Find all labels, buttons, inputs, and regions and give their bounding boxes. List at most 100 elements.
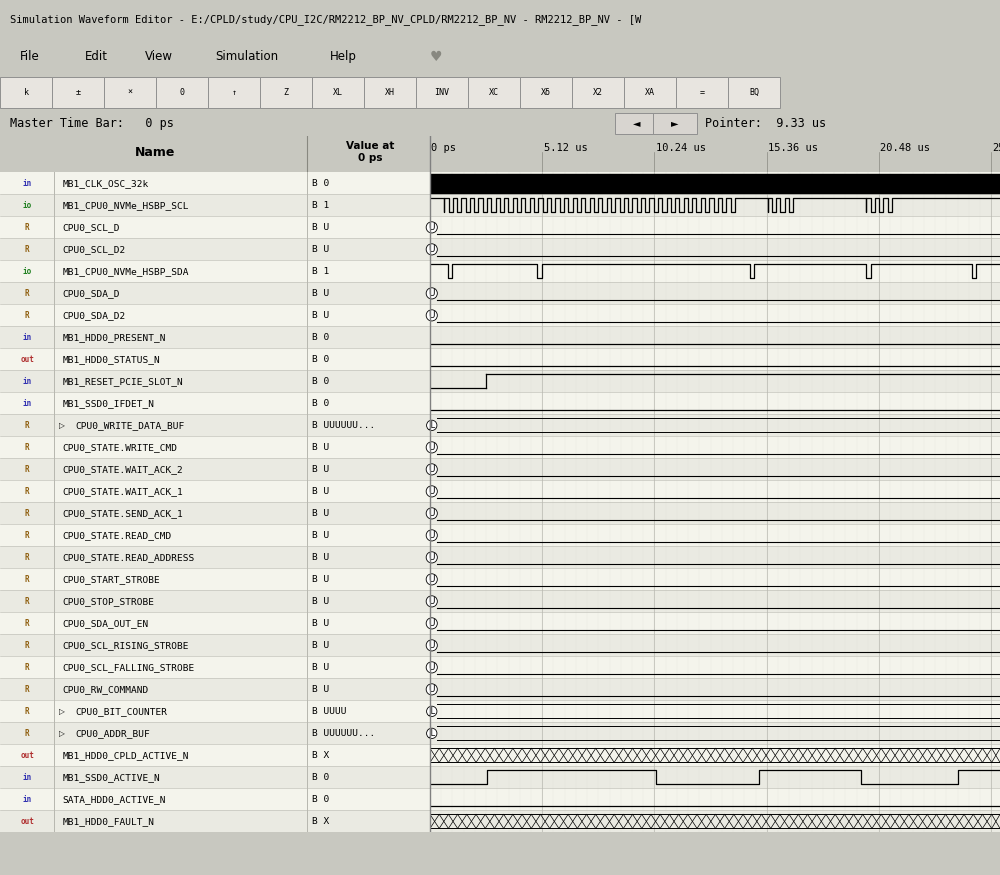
Text: B U: B U [312, 289, 329, 298]
Text: R: R [25, 223, 29, 232]
FancyBboxPatch shape [676, 77, 728, 108]
Text: out: out [20, 751, 34, 760]
Text: B U: B U [312, 640, 329, 650]
Text: U: U [429, 223, 435, 232]
Text: R: R [25, 443, 29, 452]
Bar [430, 634, 1000, 656]
Bar [430, 370, 1000, 392]
Text: CPU0_SDA_D2: CPU0_SDA_D2 [62, 311, 126, 320]
Bar [430, 392, 1000, 415]
Text: U: U [429, 509, 435, 518]
Text: R: R [25, 509, 29, 518]
Bar [430, 546, 1000, 569]
Text: CPU0_WRITE_DATA_BUF: CPU0_WRITE_DATA_BUF [75, 421, 184, 430]
Text: R: R [25, 421, 29, 430]
Text: Help: Help [330, 51, 357, 63]
Bar [430, 304, 1000, 326]
Bar [430, 723, 1000, 745]
Text: B U: B U [312, 531, 329, 540]
Text: CPU0_STOP_STROBE: CPU0_STOP_STROBE [62, 597, 154, 605]
Text: B X: B X [312, 751, 329, 760]
FancyBboxPatch shape [653, 113, 697, 134]
Text: MB1_SSD0_ACTIVE_N: MB1_SSD0_ACTIVE_N [62, 773, 160, 782]
FancyBboxPatch shape [52, 77, 104, 108]
Text: B U: B U [312, 223, 329, 232]
Bar [430, 700, 1000, 723]
FancyBboxPatch shape [728, 77, 780, 108]
Text: Edit: Edit [85, 51, 108, 63]
Text: R: R [25, 729, 29, 738]
Text: MB1_HDD0_PRESENT_N: MB1_HDD0_PRESENT_N [62, 332, 166, 342]
Text: JL: JL [428, 729, 435, 738]
Text: U: U [429, 311, 435, 320]
Text: B 0: B 0 [312, 377, 329, 386]
Bar [0, 591, 430, 612]
Text: View: View [145, 51, 173, 63]
Text: R: R [25, 553, 29, 562]
Text: B 1: B 1 [312, 201, 329, 210]
Text: Simulation Waveform Editor - E:/CPLD/study/CPU_I2C/RM2212_BP_NV_CPLD/RM2212_BP_N: Simulation Waveform Editor - E:/CPLD/stu… [10, 14, 641, 25]
Text: MB1_HDD0_STATUS_N: MB1_HDD0_STATUS_N [62, 355, 160, 364]
Text: in: in [22, 178, 32, 188]
Text: File: File [20, 51, 40, 63]
Bar [430, 480, 1000, 502]
Text: MB1_CPU0_NVMe_HSBP_SCL: MB1_CPU0_NVMe_HSBP_SCL [62, 201, 189, 210]
Text: ♥: ♥ [430, 50, 442, 64]
Bar [0, 326, 430, 348]
Bar [430, 458, 1000, 480]
Text: R: R [25, 245, 29, 254]
Bar [430, 283, 1000, 304]
FancyBboxPatch shape [104, 77, 156, 108]
Bar [0, 392, 430, 415]
Text: B U: B U [312, 465, 329, 474]
Text: B U: B U [312, 575, 329, 584]
Text: 25: 25 [993, 144, 1000, 153]
Text: R: R [25, 575, 29, 584]
Text: U: U [429, 245, 435, 254]
Text: in: in [22, 377, 32, 386]
Text: CPU0_SCL_D2: CPU0_SCL_D2 [62, 245, 126, 254]
Text: in: in [22, 399, 32, 408]
Bar [0, 788, 430, 810]
Bar [0, 261, 430, 283]
Text: 15.36 us: 15.36 us [768, 144, 818, 153]
Bar [430, 524, 1000, 546]
Text: ▷: ▷ [59, 707, 65, 716]
Bar [0, 745, 430, 766]
Text: B UUUUUU...: B UUUUUU... [312, 421, 375, 430]
Text: Value at
0 ps: Value at 0 ps [346, 142, 394, 163]
Text: out: out [20, 355, 34, 364]
Text: io: io [22, 267, 32, 276]
Text: B 0: B 0 [312, 355, 329, 364]
Text: XL: XL [333, 88, 343, 97]
Text: CPU0_BIT_COUNTER: CPU0_BIT_COUNTER [75, 707, 167, 716]
Text: SATA_HDD0_ACTIVE_N: SATA_HDD0_ACTIVE_N [62, 794, 166, 804]
Text: B 0: B 0 [312, 332, 329, 342]
Text: B 1: B 1 [312, 267, 329, 276]
Text: Master Time Bar:   0 ps: Master Time Bar: 0 ps [10, 117, 174, 130]
Bar [0, 546, 430, 569]
Text: B U: B U [312, 443, 329, 452]
Text: CPU0_STATE.WAIT_ACK_2: CPU0_STATE.WAIT_ACK_2 [62, 465, 183, 474]
Bar [0, 370, 430, 392]
Bar [0, 458, 430, 480]
Text: B U: B U [312, 663, 329, 672]
Text: B UUUU: B UUUU [312, 707, 346, 716]
Text: R: R [25, 640, 29, 650]
Text: 10.24 us: 10.24 us [656, 144, 706, 153]
Text: MB1_RESET_PCIE_SLOT_N: MB1_RESET_PCIE_SLOT_N [62, 377, 183, 386]
Text: B U: B U [312, 509, 329, 518]
Text: in: in [22, 773, 32, 782]
Text: B X: B X [312, 817, 329, 826]
Text: R: R [25, 531, 29, 540]
Text: CPU0_START_STROBE: CPU0_START_STROBE [62, 575, 160, 584]
FancyBboxPatch shape [0, 77, 52, 108]
Text: ±: ± [76, 88, 80, 97]
FancyBboxPatch shape [615, 113, 659, 134]
Text: R: R [25, 289, 29, 298]
Text: U: U [429, 597, 435, 605]
Text: B U: B U [312, 597, 329, 605]
Text: ▷: ▷ [59, 729, 65, 738]
Text: CPU0_SCL_RISING_STROBE: CPU0_SCL_RISING_STROBE [62, 640, 189, 650]
Bar [430, 502, 1000, 524]
